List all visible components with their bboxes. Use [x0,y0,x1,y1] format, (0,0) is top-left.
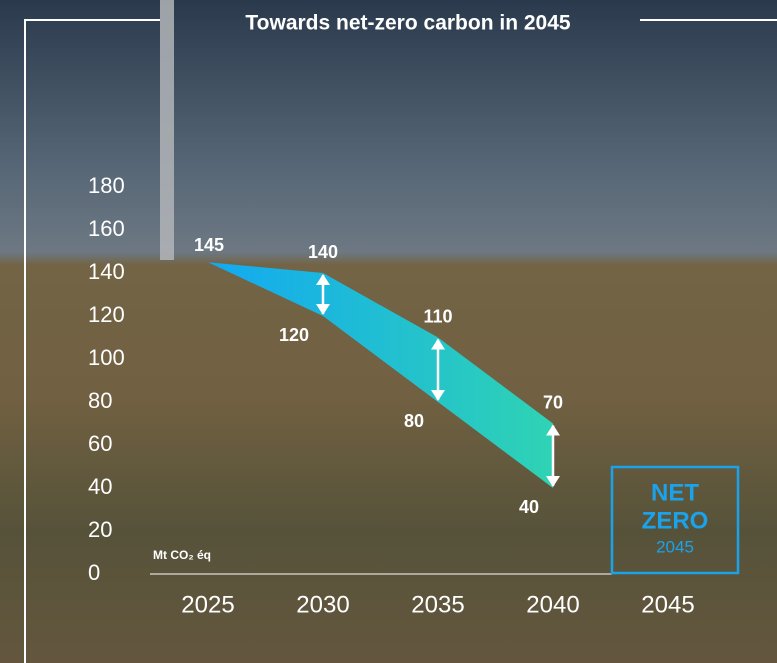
value-label: 120 [279,325,309,345]
x-tick-label: 2045 [641,591,694,618]
y-tick-label: 40 [88,474,112,499]
value-label: 40 [519,497,539,517]
arrow-head [431,390,445,401]
value-label: 70 [543,392,563,412]
arrow-head [546,424,560,436]
y-tick-label: 80 [88,388,112,413]
x-tick-label: 2040 [526,591,579,618]
y-tick-label: 160 [88,216,125,241]
unit-label: Mt CO₂ éq [153,548,211,562]
y-tick-label: 180 [88,173,125,198]
value-label: 80 [404,411,424,431]
badge-year: 2045 [656,537,694,556]
badge-text: NET [651,479,699,506]
frame [24,19,160,663]
y-tick-label: 0 [88,560,100,585]
arrow-head [431,338,445,350]
y-tick-label: 140 [88,259,125,284]
arrow-head [546,476,560,487]
x-tick-label: 2025 [181,591,234,618]
value-label: 145 [194,235,224,255]
y-tick-label: 60 [88,431,112,456]
turbine-tower [160,0,174,260]
y-tick-label: 100 [88,345,125,370]
arrow-head [316,274,330,285]
arrow-head [316,304,330,315]
y-tick-label: 120 [88,302,125,327]
range-area [208,262,553,488]
value-label: 140 [308,242,338,262]
chart-title: Towards net-zero carbon in 2045 [245,12,571,35]
y-tick-label: 20 [88,517,112,542]
value-label: 110 [423,306,452,326]
x-tick-label: 2030 [296,591,349,618]
badge-text: ZERO [642,507,709,534]
x-tick-label: 2035 [411,591,464,618]
badge-box [610,465,740,575]
